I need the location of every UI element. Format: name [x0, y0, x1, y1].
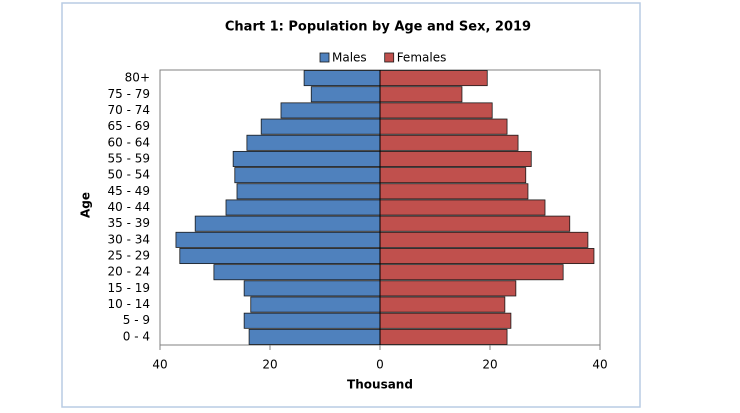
bar	[225, 199, 381, 216]
bar	[379, 118, 508, 135]
y-tick-label: 25 - 29	[108, 249, 151, 263]
y-tick-label: 20 - 24	[108, 265, 151, 279]
y-axis-label: Age	[79, 192, 93, 218]
bar	[303, 70, 381, 87]
bar	[379, 280, 517, 297]
legend-label: Females	[397, 51, 447, 65]
y-tick-label: 0 - 4	[123, 329, 150, 343]
legend-label: Males	[332, 51, 367, 65]
x-tick-label: 40	[592, 358, 607, 372]
bar	[379, 102, 493, 119]
x-tick-label: 40	[152, 358, 167, 372]
bar	[213, 264, 381, 281]
bar	[236, 183, 381, 200]
bar	[379, 296, 506, 313]
chart-title: Chart 1: Population by Age and Sex, 2019	[225, 20, 531, 35]
bar	[250, 296, 381, 313]
bar	[246, 134, 381, 151]
bar	[280, 102, 381, 119]
y-tick-label: 55 - 59	[108, 151, 151, 165]
y-tick-label: 15 - 19	[108, 281, 151, 295]
y-tick-label: 40 - 44	[108, 200, 151, 214]
bar	[379, 70, 488, 87]
y-tick-label: 45 - 49	[108, 184, 151, 198]
bar	[379, 215, 571, 232]
bar	[379, 150, 532, 167]
y-tick-label: 65 - 69	[108, 119, 151, 133]
bar	[379, 312, 512, 329]
bar	[379, 167, 527, 184]
bar	[379, 183, 529, 200]
bar	[310, 86, 381, 103]
y-tick-label: 75 - 79	[108, 87, 151, 101]
bar	[260, 118, 381, 135]
bar	[379, 199, 546, 216]
bar	[194, 215, 381, 232]
x-tick-label: 0	[376, 358, 384, 372]
bar	[379, 248, 595, 265]
y-tick-label: 70 - 74	[108, 103, 151, 117]
bar	[379, 134, 519, 151]
y-tick-label: 30 - 34	[108, 232, 151, 246]
bar	[379, 328, 508, 345]
bar	[379, 86, 463, 103]
bar	[179, 248, 381, 265]
bar	[175, 231, 381, 248]
y-tick-label: 80+	[125, 71, 150, 85]
bar	[243, 312, 381, 329]
bar	[243, 280, 381, 297]
x-tick-label: 20	[482, 358, 497, 372]
legend-swatch	[319, 52, 330, 63]
bar	[248, 328, 381, 345]
x-axis-label: Thousand	[347, 378, 413, 392]
y-tick-label: 10 - 14	[108, 297, 151, 311]
bar	[379, 231, 589, 248]
y-tick-label: 50 - 54	[108, 168, 151, 182]
legend-swatch	[384, 52, 395, 63]
y-tick-label: 35 - 39	[108, 216, 151, 230]
bar	[234, 167, 381, 184]
y-tick-label: 60 - 64	[108, 135, 151, 149]
x-tick-label: 20	[262, 358, 277, 372]
bar	[379, 264, 564, 281]
y-tick-label: 5 - 9	[123, 313, 150, 327]
bar	[232, 150, 381, 167]
